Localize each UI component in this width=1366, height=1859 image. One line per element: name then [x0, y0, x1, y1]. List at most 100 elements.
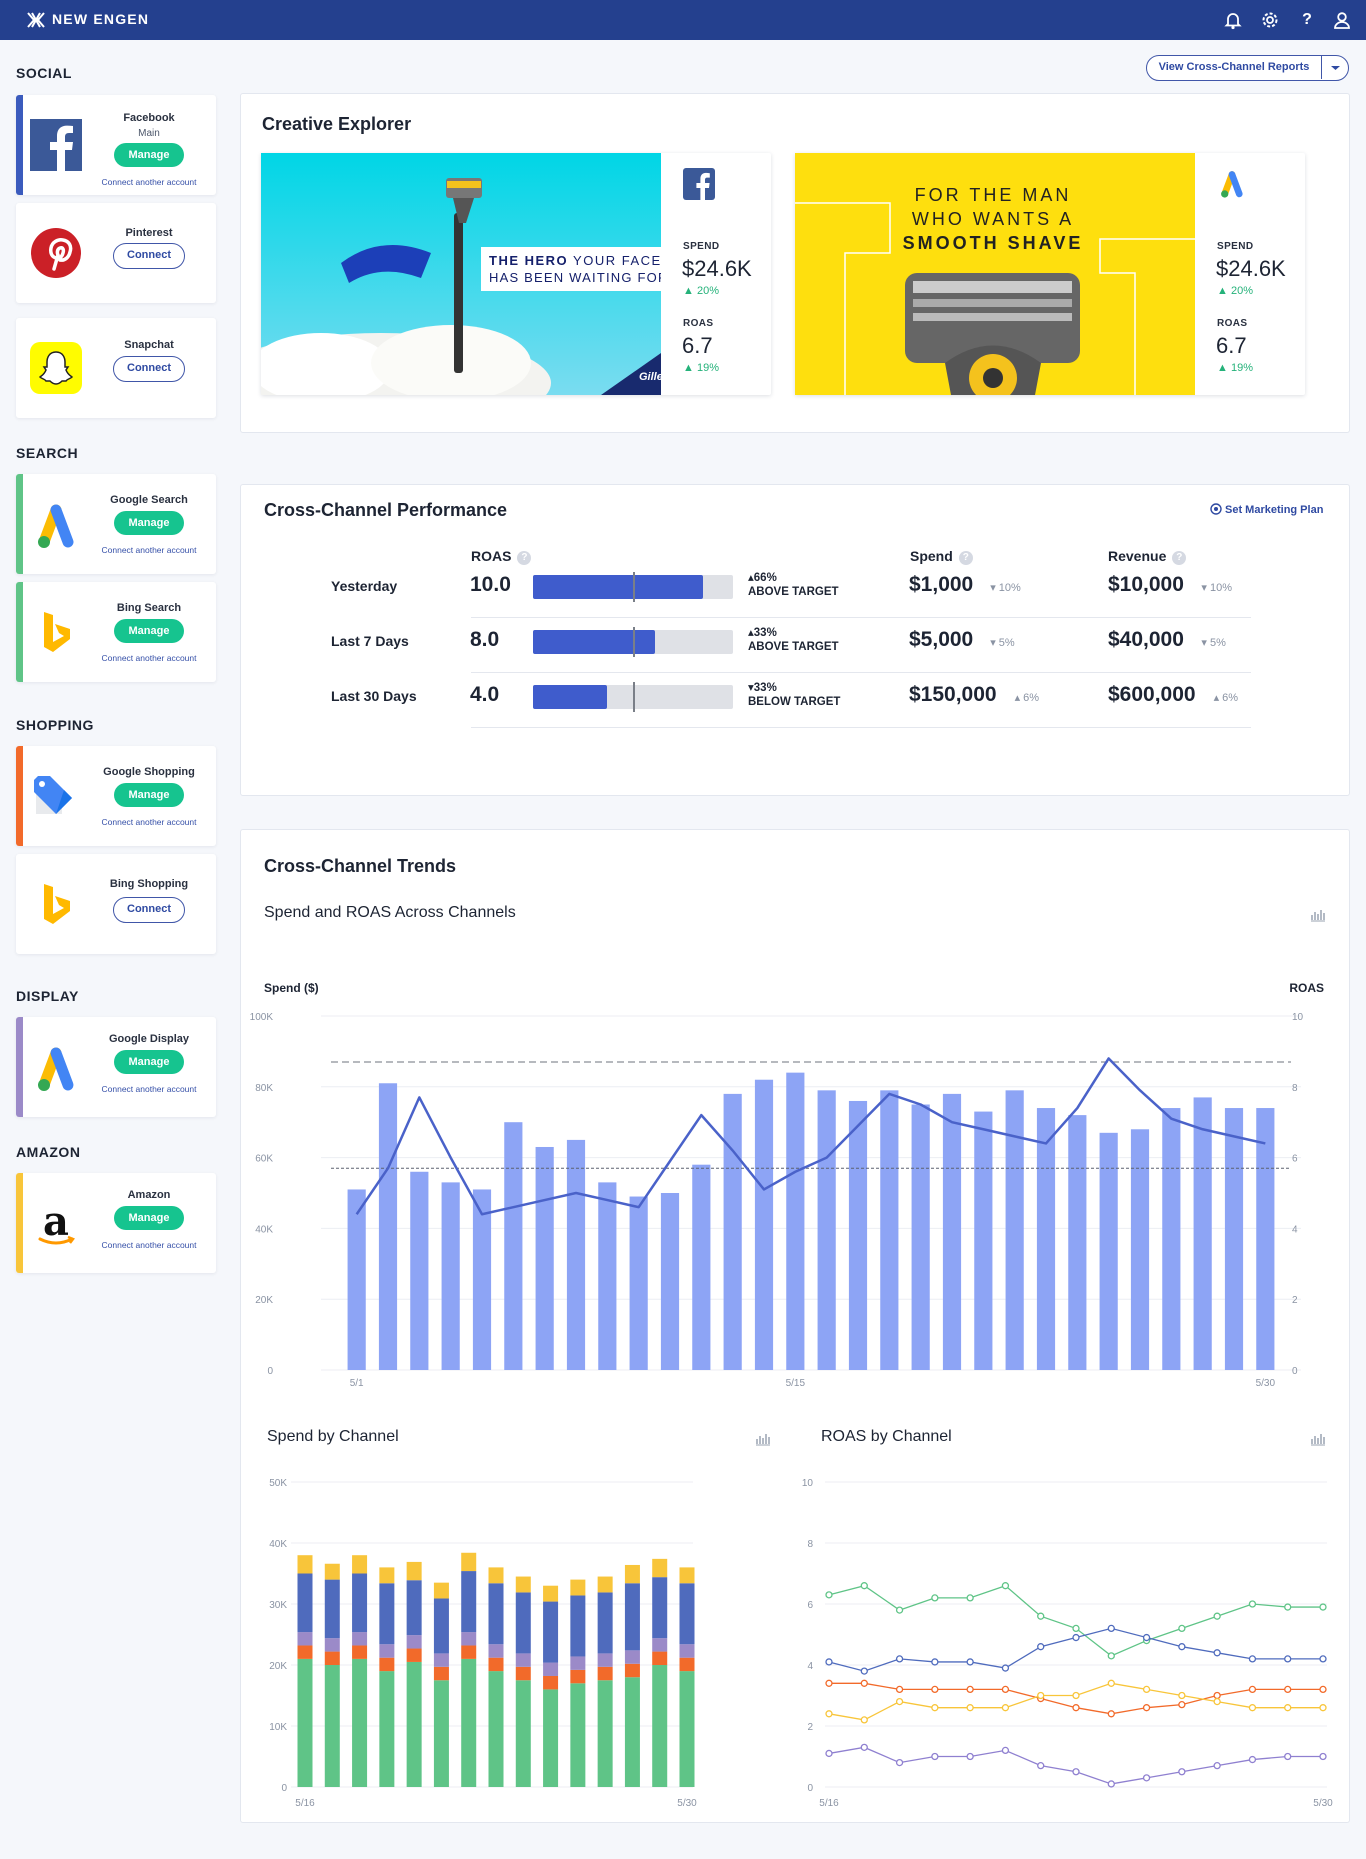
- manage-button-bing-search[interactable]: Manage: [114, 619, 184, 643]
- channel-roas-point: [1319, 1752, 1327, 1761]
- y-tick-label: 40K: [255, 1224, 273, 1235]
- spend-bar: [848, 1100, 868, 1370]
- new-engen-logo-icon[interactable]: [26, 10, 46, 30]
- stacked-bar-segment: [515, 1592, 531, 1654]
- spend-bar: [472, 1189, 492, 1370]
- account-card-bing-shopping: Bing Shopping Connect: [16, 854, 216, 954]
- stacked-bar-segment: [406, 1561, 422, 1581]
- connect-another-account-link[interactable]: Connect another account: [101, 817, 197, 827]
- channel-roas-point: [1072, 1704, 1080, 1712]
- channel-roas-point: [1072, 1633, 1080, 1642]
- y-tick-label: 4: [807, 1661, 813, 1672]
- facebook-icon: [683, 168, 715, 200]
- roas-delta-value: 19%: [696, 362, 719, 374]
- stacked-bar-segment: [624, 1650, 640, 1664]
- period-label: Last 30 Days: [331, 688, 417, 704]
- creative-image-hero-razor[interactable]: THE HERO YOUR FACE HAS BEEN WAITING FOR.…: [261, 153, 661, 395]
- manage-button-google-search[interactable]: Manage: [114, 511, 184, 535]
- channel-roas-point: [1107, 1652, 1115, 1660]
- reports-dropdown-toggle[interactable]: [1321, 56, 1348, 79]
- channel-roas-point: [860, 1743, 868, 1752]
- stacked-bar-segment: [652, 1638, 668, 1652]
- channel-roas-point: [1319, 1603, 1327, 1611]
- channel-roas-point: [895, 1758, 904, 1767]
- connect-another-account-link[interactable]: Connect another account: [101, 177, 197, 187]
- stacked-bar-segment: [352, 1632, 368, 1646]
- stacked-bar-segment: [488, 1583, 504, 1645]
- spend-bar: [378, 1083, 398, 1370]
- user-icon[interactable]: [1331, 9, 1353, 31]
- set-marketing-plan-link[interactable]: Set Marketing Plan: [1210, 503, 1323, 516]
- bell-icon[interactable]: [1222, 9, 1244, 31]
- channel-roas-point: [1001, 1664, 1010, 1672]
- gear-icon[interactable]: [1259, 9, 1281, 31]
- chart-options-icon[interactable]: [755, 1430, 771, 1446]
- help-icon[interactable]: ?: [1172, 551, 1187, 565]
- chart-options-icon[interactable]: [1310, 906, 1326, 922]
- y2-tick-label: 2: [1292, 1295, 1298, 1306]
- spend-header-label: Spend: [910, 548, 953, 564]
- creative-card-google-ads[interactable]: FOR THE MAN WHO WANTS A SMOOTH SHAVE SPE…: [795, 153, 1305, 395]
- ad-brand-mark: Gille: [639, 371, 661, 383]
- channel-roas-point: [931, 1704, 939, 1712]
- connect-another-account-link[interactable]: Connect another account: [101, 1084, 197, 1094]
- channel-roas-point: [1001, 1685, 1010, 1694]
- roas-delta-value: 19%: [1230, 362, 1253, 374]
- channel-color-bar: [16, 582, 23, 682]
- help-icon[interactable]: ?: [1302, 11, 1312, 28]
- creative-image-smooth-shave[interactable]: FOR THE MAN WHO WANTS A SMOOTH SHAVE: [795, 153, 1195, 395]
- account-card-amazon: a Amazon Manage Connect another account: [16, 1173, 216, 1273]
- revenue-delta: ▾ 10%: [1201, 582, 1232, 594]
- channel-color-bar: [16, 95, 23, 195]
- google-shopping-logo-icon: [34, 776, 72, 814]
- connect-button-pinterest[interactable]: Connect: [113, 243, 185, 269]
- channel-roas-point: [1107, 1624, 1115, 1633]
- stacked-bar-segment: [352, 1645, 368, 1659]
- channel-roas-point: [1248, 1704, 1257, 1712]
- manage-button-google-shopping[interactable]: Manage: [114, 783, 184, 807]
- stacked-bar-segment: [297, 1573, 313, 1633]
- creative-card-facebook[interactable]: THE HERO YOUR FACE HAS BEEN WAITING FOR.…: [261, 153, 771, 395]
- channel-roas-point: [1178, 1700, 1186, 1709]
- target-text: ABOVE TARGET: [748, 586, 839, 598]
- y2-tick-label: 8: [1292, 1083, 1298, 1094]
- connect-another-account-link[interactable]: Connect another account: [101, 545, 197, 555]
- roas-value: 6.7: [682, 333, 713, 358]
- chart-options-icon[interactable]: [1310, 1430, 1326, 1446]
- stacked-bar-segment: [624, 1564, 640, 1584]
- account-card-snapchat: Snapchat Connect: [16, 318, 216, 418]
- stacked-bar-segment: [406, 1648, 422, 1662]
- revenue-delta-value: 10%: [1209, 582, 1232, 594]
- trends-title: Cross-Channel Trends: [264, 856, 457, 876]
- stacked-bar-segment: [461, 1632, 477, 1646]
- connect-button-snapchat[interactable]: Connect: [113, 356, 185, 382]
- spend-bar: [347, 1189, 366, 1370]
- spend-delta-value: 20%: [696, 285, 719, 297]
- stacked-bar-segment: [679, 1567, 695, 1584]
- stacked-bar-segment: [515, 1653, 531, 1667]
- manage-button-amazon[interactable]: Manage: [114, 1206, 184, 1230]
- spend-bar: [817, 1090, 836, 1370]
- connect-button-bing-shopping[interactable]: Connect: [113, 897, 185, 923]
- connect-another-account-link[interactable]: Connect another account: [101, 653, 197, 663]
- revenue-header: Revenue?: [1108, 548, 1187, 565]
- help-icon[interactable]: ?: [958, 551, 973, 565]
- help-icon[interactable]: ?: [517, 551, 532, 565]
- view-cross-channel-reports-button[interactable]: View Cross-Channel Reports: [1146, 55, 1349, 81]
- period-label: Yesterday: [331, 578, 398, 594]
- manage-button-google-display[interactable]: Manage: [114, 1050, 184, 1074]
- set-marketing-plan-label: Set Marketing Plan: [1225, 504, 1324, 516]
- channel-roas-point: [1284, 1704, 1292, 1712]
- manage-button-facebook[interactable]: Manage: [114, 143, 184, 167]
- spend-bar: [535, 1146, 554, 1370]
- bing-logo-icon: [44, 612, 70, 652]
- stacked-bar-segment: [461, 1645, 477, 1659]
- x-tick-label: 5/30: [1256, 1378, 1276, 1389]
- spend-delta: ▴ 6%: [1014, 692, 1040, 704]
- bing-logo-icon: [44, 884, 70, 924]
- connect-another-account-link[interactable]: Connect another account: [101, 1240, 197, 1250]
- channel-roas-point: [1107, 1679, 1115, 1687]
- spend-bar: [880, 1090, 899, 1370]
- facebook-logo-icon: [30, 119, 82, 171]
- channel-roas-point: [1107, 1710, 1115, 1718]
